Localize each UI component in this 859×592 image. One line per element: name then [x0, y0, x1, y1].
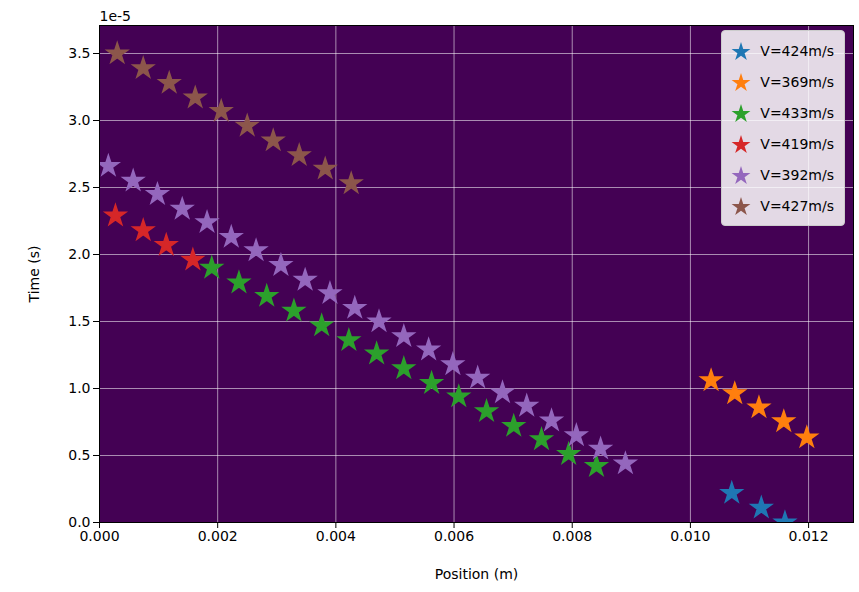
svg-text:1e-5: 1e-5 — [100, 8, 131, 24]
svg-text:0.002: 0.002 — [198, 528, 238, 544]
svg-text:3.0: 3.0 — [68, 112, 90, 128]
svg-text:2.5: 2.5 — [68, 179, 90, 195]
svg-text:Time (s): Time (s) — [26, 246, 42, 304]
svg-text:0.0: 0.0 — [68, 514, 91, 530]
html-text:V=419m/s: V=419m/s — [760, 135, 834, 152]
svg-text:3.5: 3.5 — [68, 45, 90, 61]
html-text:V=392m/s: V=392m/s — [760, 166, 834, 183]
svg-text:0.012: 0.012 — [789, 528, 829, 544]
svg-text:0.000: 0.000 — [79, 528, 119, 544]
svg-text:Position (m): Position (m) — [435, 566, 519, 582]
html-text:V=433m/s: V=433m/s — [760, 104, 834, 121]
svg-text:2.0: 2.0 — [68, 246, 90, 262]
svg-text:0.006: 0.006 — [434, 528, 474, 544]
svg-text:1.0: 1.0 — [68, 380, 90, 396]
html-text:V=427m/s: V=427m/s — [760, 197, 834, 214]
svg-text:0.004: 0.004 — [316, 528, 356, 544]
svg-text:0.010: 0.010 — [670, 528, 710, 544]
svg-text:0.008: 0.008 — [552, 528, 592, 544]
svg-text:0.5: 0.5 — [68, 447, 90, 463]
html-text:V=424m/s: V=424m/s — [760, 42, 834, 59]
html-text:V=369m/s: V=369m/s — [760, 73, 834, 90]
svg-text:1.5: 1.5 — [68, 313, 90, 329]
